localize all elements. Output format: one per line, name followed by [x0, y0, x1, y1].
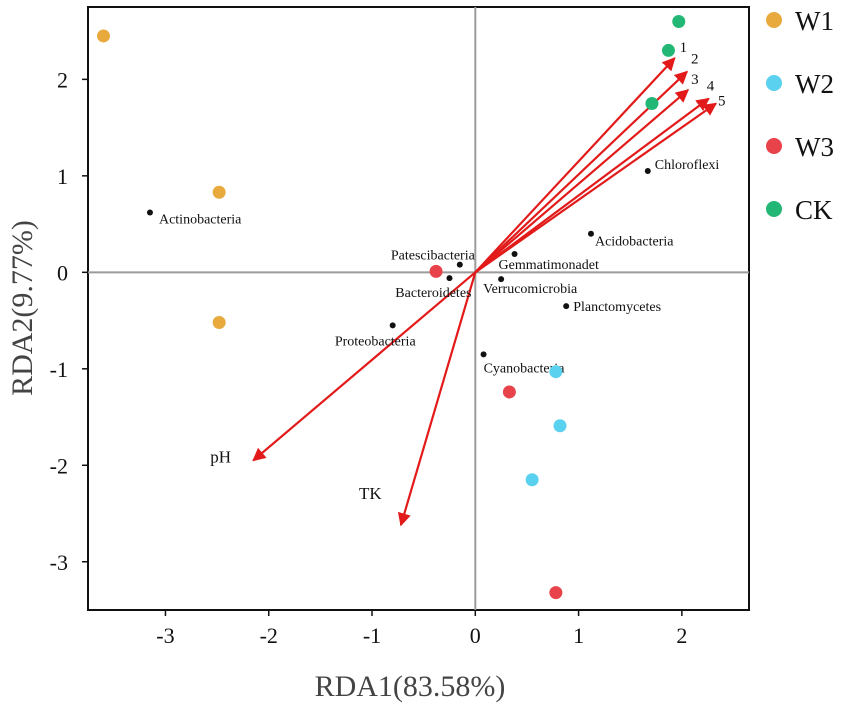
x-axis-ticks: -3 -2 -1 0 1 2	[156, 610, 687, 648]
species-point	[511, 250, 518, 257]
species-label: Verrucomicrobia	[483, 282, 578, 297]
sample-point-ck	[672, 14, 686, 28]
sample-point-w1	[212, 185, 226, 199]
y-tick-label: 1	[57, 164, 68, 189]
species-point	[644, 168, 651, 175]
axes: -3 -2 -1 0 1 2 210-1-2-3	[50, 6, 750, 648]
y-axis-ticks: 2 1 0 -1 -2 -3	[50, 67, 88, 575]
species-point	[587, 230, 594, 237]
x-tick-label: -3	[156, 623, 174, 648]
sample-point-w1	[96, 29, 110, 43]
vector-arrow-3	[474, 89, 690, 274]
species-label: Cyanobacteria	[484, 361, 566, 376]
species-point	[446, 275, 453, 282]
species-label: Acidobacteria	[595, 235, 674, 250]
sample-point-w2	[549, 365, 563, 379]
x-tick-label: -2	[260, 623, 278, 648]
legend-label-ck: CK	[795, 195, 833, 225]
species-point	[456, 261, 463, 268]
vector-arrow-1	[474, 57, 676, 274]
vector-label-4: 4	[707, 79, 715, 95]
legend-marker-w2	[766, 75, 782, 91]
legend-marker-w3	[766, 138, 782, 154]
vector-label-2: 2	[691, 52, 699, 68]
plot-frame	[87, 6, 750, 611]
vector-label-5: 5	[718, 93, 726, 109]
x-tick-label: -1	[363, 623, 381, 648]
species-label: Bacteroidetes	[395, 286, 471, 301]
x-tick-label: 0	[470, 623, 481, 648]
species-point	[480, 351, 487, 358]
y-tick-label: -1	[50, 357, 68, 382]
vector-label-3: 3	[691, 72, 699, 88]
species-label: Proteobacteria	[335, 334, 417, 349]
sample-point-w1	[212, 315, 226, 329]
legend-marker-ck	[766, 201, 782, 217]
species-label: Planctomycetes	[573, 300, 661, 315]
y-tick-label: -2	[50, 453, 68, 478]
sample-point-w2	[553, 419, 567, 433]
x-tick-label: 2	[676, 623, 687, 648]
vector-arrow-ph	[252, 271, 477, 462]
x-tick-label: 1	[573, 623, 584, 648]
vector-label-1: 1	[680, 40, 688, 56]
y-tick-label: -3	[50, 550, 68, 575]
legend-label-w2: W2	[795, 69, 834, 99]
y-tick-label: 2	[57, 67, 68, 92]
species-point	[389, 322, 396, 329]
species-point	[563, 303, 570, 310]
species-point	[146, 209, 153, 216]
sample-point-w3	[502, 385, 516, 399]
environmental-vectors: 12 3 45 pH TK	[210, 40, 726, 527]
x-axis-title: RDA1(83.58%)	[315, 670, 506, 703]
legend-label-w3: W3	[795, 132, 834, 162]
species-label: Gemmatimonadet	[499, 258, 599, 273]
sample-point-ck	[645, 96, 659, 110]
sample-point-w2	[525, 473, 539, 487]
legend-marker-w1	[766, 12, 782, 28]
vector-label-tk: TK	[359, 484, 382, 503]
y-tick-label: 0	[57, 260, 68, 285]
sample-points	[96, 14, 686, 600]
y-axis-title: RDA2(9.77%)	[6, 220, 39, 396]
species-label: Chloroflexi	[655, 158, 720, 173]
sample-point-ck	[661, 43, 675, 57]
species-label: Patescibacteria	[391, 249, 476, 264]
legend-label-w1: W1	[795, 6, 834, 36]
vector-arrow-4	[474, 97, 710, 274]
species-point	[498, 276, 505, 283]
vector-arrow-5	[474, 102, 718, 274]
species-points: Actinobacteria Patescibacteria Bacteroidet…	[146, 158, 720, 376]
sample-point-w3	[429, 264, 443, 278]
vector-arrow-tk	[397, 272, 477, 527]
vector-label-ph: pH	[210, 447, 231, 466]
species-label: Actinobacteria	[159, 213, 242, 228]
legend: W1 W2 W3 CK	[766, 6, 834, 225]
sample-point-w3	[549, 586, 563, 600]
